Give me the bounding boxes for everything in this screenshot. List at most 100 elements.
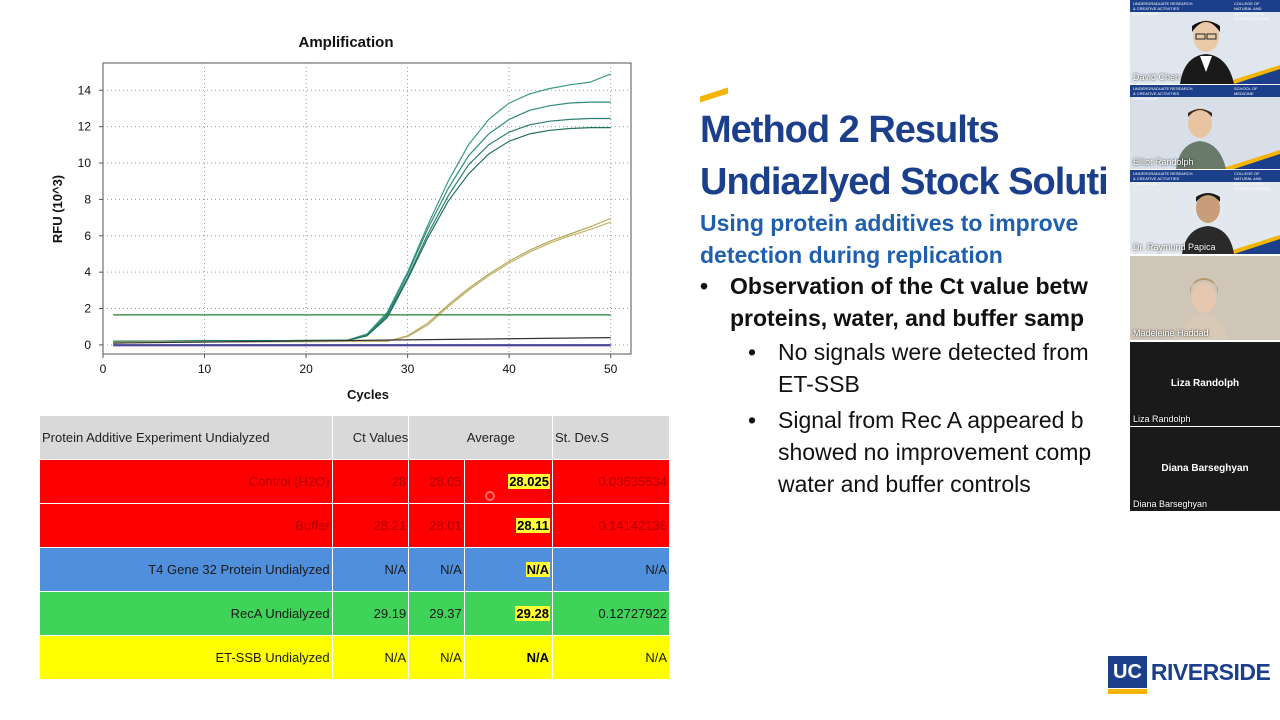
y-tick-label: 10: [78, 156, 92, 170]
participant-name: Madeleine Haddad: [1133, 328, 1209, 338]
stdev-value: N/A: [552, 547, 671, 592]
banner-left-text: UNDERGRADUATE RESEARCH & CREATIVE ACTIVI…: [1133, 171, 1193, 186]
slide-subtitle: Using protein additives to improve detec…: [700, 207, 1078, 271]
participant-display-name: Diana Barseghyan: [1161, 463, 1249, 474]
participant-video: [1182, 193, 1234, 254]
bullet-text: Observation of the Ct value betw: [730, 273, 1088, 299]
plot-area: [102, 62, 632, 355]
participant-name: Dr. Raymund Papica: [1133, 242, 1216, 252]
participant-video: [1180, 278, 1228, 340]
average-cell: 28.025: [464, 459, 553, 504]
amplification-chart: Amplification 0 10 20 30 40 50 0 2 4 6 8 10 12 14 Cyc…: [50, 34, 632, 402]
stdev-value: 0.14142136: [552, 503, 671, 548]
chart-ticks: 0 10 20 30 40 50 0 2 4 6 8 10 12 14: [78, 83, 618, 376]
x-axis-label: Cycles: [347, 387, 389, 402]
sub-bullet-no-signal: • No signals were detected from ET-SSB: [700, 336, 1091, 400]
y-axis-label: RFU (10^3): [50, 175, 65, 243]
series-line-2: [113, 101, 611, 342]
y-tick-label: 14: [78, 83, 92, 97]
participant-tile[interactable]: UNDERGRADUATE RESEARCH & CREATIVE ACTIVI…: [1130, 85, 1280, 169]
ct-value-2: N/A: [408, 547, 465, 592]
series-line-6: [113, 221, 611, 343]
series-line-4: [113, 126, 611, 342]
title-accent: [700, 87, 728, 103]
header-ct-values: Ct Values: [332, 416, 410, 460]
subtitle-line-2: detection during replication: [700, 242, 1003, 268]
average-value: 28.025: [508, 474, 550, 489]
ct-value-2: 28.05: [408, 459, 465, 504]
ct-value-1: 28.21: [332, 503, 410, 548]
average-cell: N/A: [464, 547, 553, 592]
x-tick-label: 40: [502, 362, 516, 376]
y-tick-label: 8: [84, 192, 91, 206]
x-tick-label: 0: [100, 362, 107, 376]
ct-value-2: 29.37: [408, 591, 465, 636]
participant-tile[interactable]: Liza Randolph Liza Randolph: [1130, 342, 1280, 426]
participant-display-name: Liza Randolph: [1170, 378, 1240, 389]
participant-name: Liza Randolph: [1133, 414, 1191, 424]
logo-name: RIVERSIDE: [1150, 658, 1271, 685]
average-cell: N/A: [464, 635, 553, 680]
sub-bullet-reca: • Signal from Rec A appeared b showed no…: [700, 404, 1091, 500]
bullet-dot: •: [748, 339, 757, 365]
y-tick-label: 2: [84, 302, 91, 316]
average-cell: 29.28: [464, 591, 553, 636]
x-tick-label: 10: [198, 362, 212, 376]
participant-tile[interactable]: UNDERGRADUATE RESEARCH & CREATIVE ACTIVI…: [1130, 170, 1280, 254]
table-row: T4 Gene 32 Protein Undialyzed N/A N/A N/…: [40, 547, 671, 592]
banner-stripe: [1220, 150, 1280, 169]
average-value: N/A: [526, 650, 549, 665]
chart-series-group: [113, 73, 611, 347]
bullet-text: No signals were detected from: [778, 339, 1089, 365]
header-average: Average: [464, 416, 553, 460]
row-label: ET-SSB Undialyzed: [40, 635, 333, 680]
bullet-list: • Observation of the Ct value betw prote…: [700, 270, 1091, 500]
title-line-2: Undiazlyed Stock Soluti: [700, 161, 1109, 203]
stdev-value: 0.12727922: [552, 591, 671, 636]
participant-name: Diana Barseghyan: [1133, 499, 1208, 509]
banner-right-text: COLLEGE OF NATURAL AND AGRICULTURAL SCIE…: [1234, 171, 1270, 191]
slide-title: Method 2 Results Undiazlyed Stock Soluti: [700, 104, 1109, 208]
row-label: RecA Undialyzed: [40, 591, 333, 636]
symposium-banner: UNDERGRADUATE RESEARCH & CREATIVE ACTIVI…: [1130, 170, 1280, 191]
bullet-text: proteins, water, and buffer samp: [730, 305, 1085, 331]
banner-right-text: COLLEGE OF NATURAL AND AGRICULTURAL SCIE…: [1234, 1, 1270, 21]
ct-values-table: Protein Additive Experiment Undialyzed C…: [40, 416, 671, 680]
table-header-row: Protein Additive Experiment Undialyzed C…: [40, 416, 671, 460]
row-label: Buffer: [40, 503, 333, 548]
symposium-banner: UNDERGRADUATE RESEARCH & CREATIVE ACTIVI…: [1130, 0, 1280, 21]
chart-title: Amplification: [298, 34, 393, 51]
bullet-observation: • Observation of the Ct value betw prote…: [700, 270, 1091, 334]
header-experiment: Protein Additive Experiment Undialyzed: [40, 416, 333, 460]
banner-stripe: [1220, 65, 1280, 84]
bullet-text: ET-SSB: [778, 371, 860, 397]
x-tick-label: 20: [299, 362, 313, 376]
bullet-text: water and buffer controls: [778, 471, 1031, 497]
series-line-5: [113, 217, 611, 343]
title-line-1: Method 2 Results: [700, 109, 1000, 151]
y-tick-label: 0: [84, 338, 91, 352]
series-line-9: [113, 337, 611, 344]
banner-right-text: SCHOOL OF MEDICINE: [1234, 86, 1258, 96]
y-tick-label: 4: [84, 265, 91, 279]
bullet-dot: •: [748, 407, 757, 433]
average-value: 29.28: [515, 606, 550, 621]
series-line-1: [113, 73, 611, 342]
stdev-value: 0.03535534: [552, 459, 671, 504]
y-tick-label: 6: [84, 229, 91, 243]
participant-name: Elliot Randolph: [1133, 157, 1194, 167]
participant-tile[interactable]: Madeleine Haddad: [1130, 256, 1280, 340]
participant-tile[interactable]: Diana Barseghyan Diana Barseghyan: [1130, 427, 1280, 511]
participant-tile[interactable]: UNDERGRADUATE RESEARCH & CREATIVE ACTIVI…: [1130, 0, 1280, 84]
average-value: 28.11: [516, 518, 550, 533]
header-ct-values-2: [408, 416, 465, 460]
average-value: N/A: [525, 562, 550, 577]
bullet-text: showed no improvement comp: [778, 439, 1092, 465]
x-tick-label: 50: [604, 362, 618, 376]
average-cell: 28.11: [464, 503, 553, 548]
row-label: Control (H2O): [40, 459, 333, 504]
stdev-value: N/A: [552, 635, 671, 680]
laser-pointer: [485, 491, 495, 501]
ct-value-1: 28: [332, 459, 410, 504]
